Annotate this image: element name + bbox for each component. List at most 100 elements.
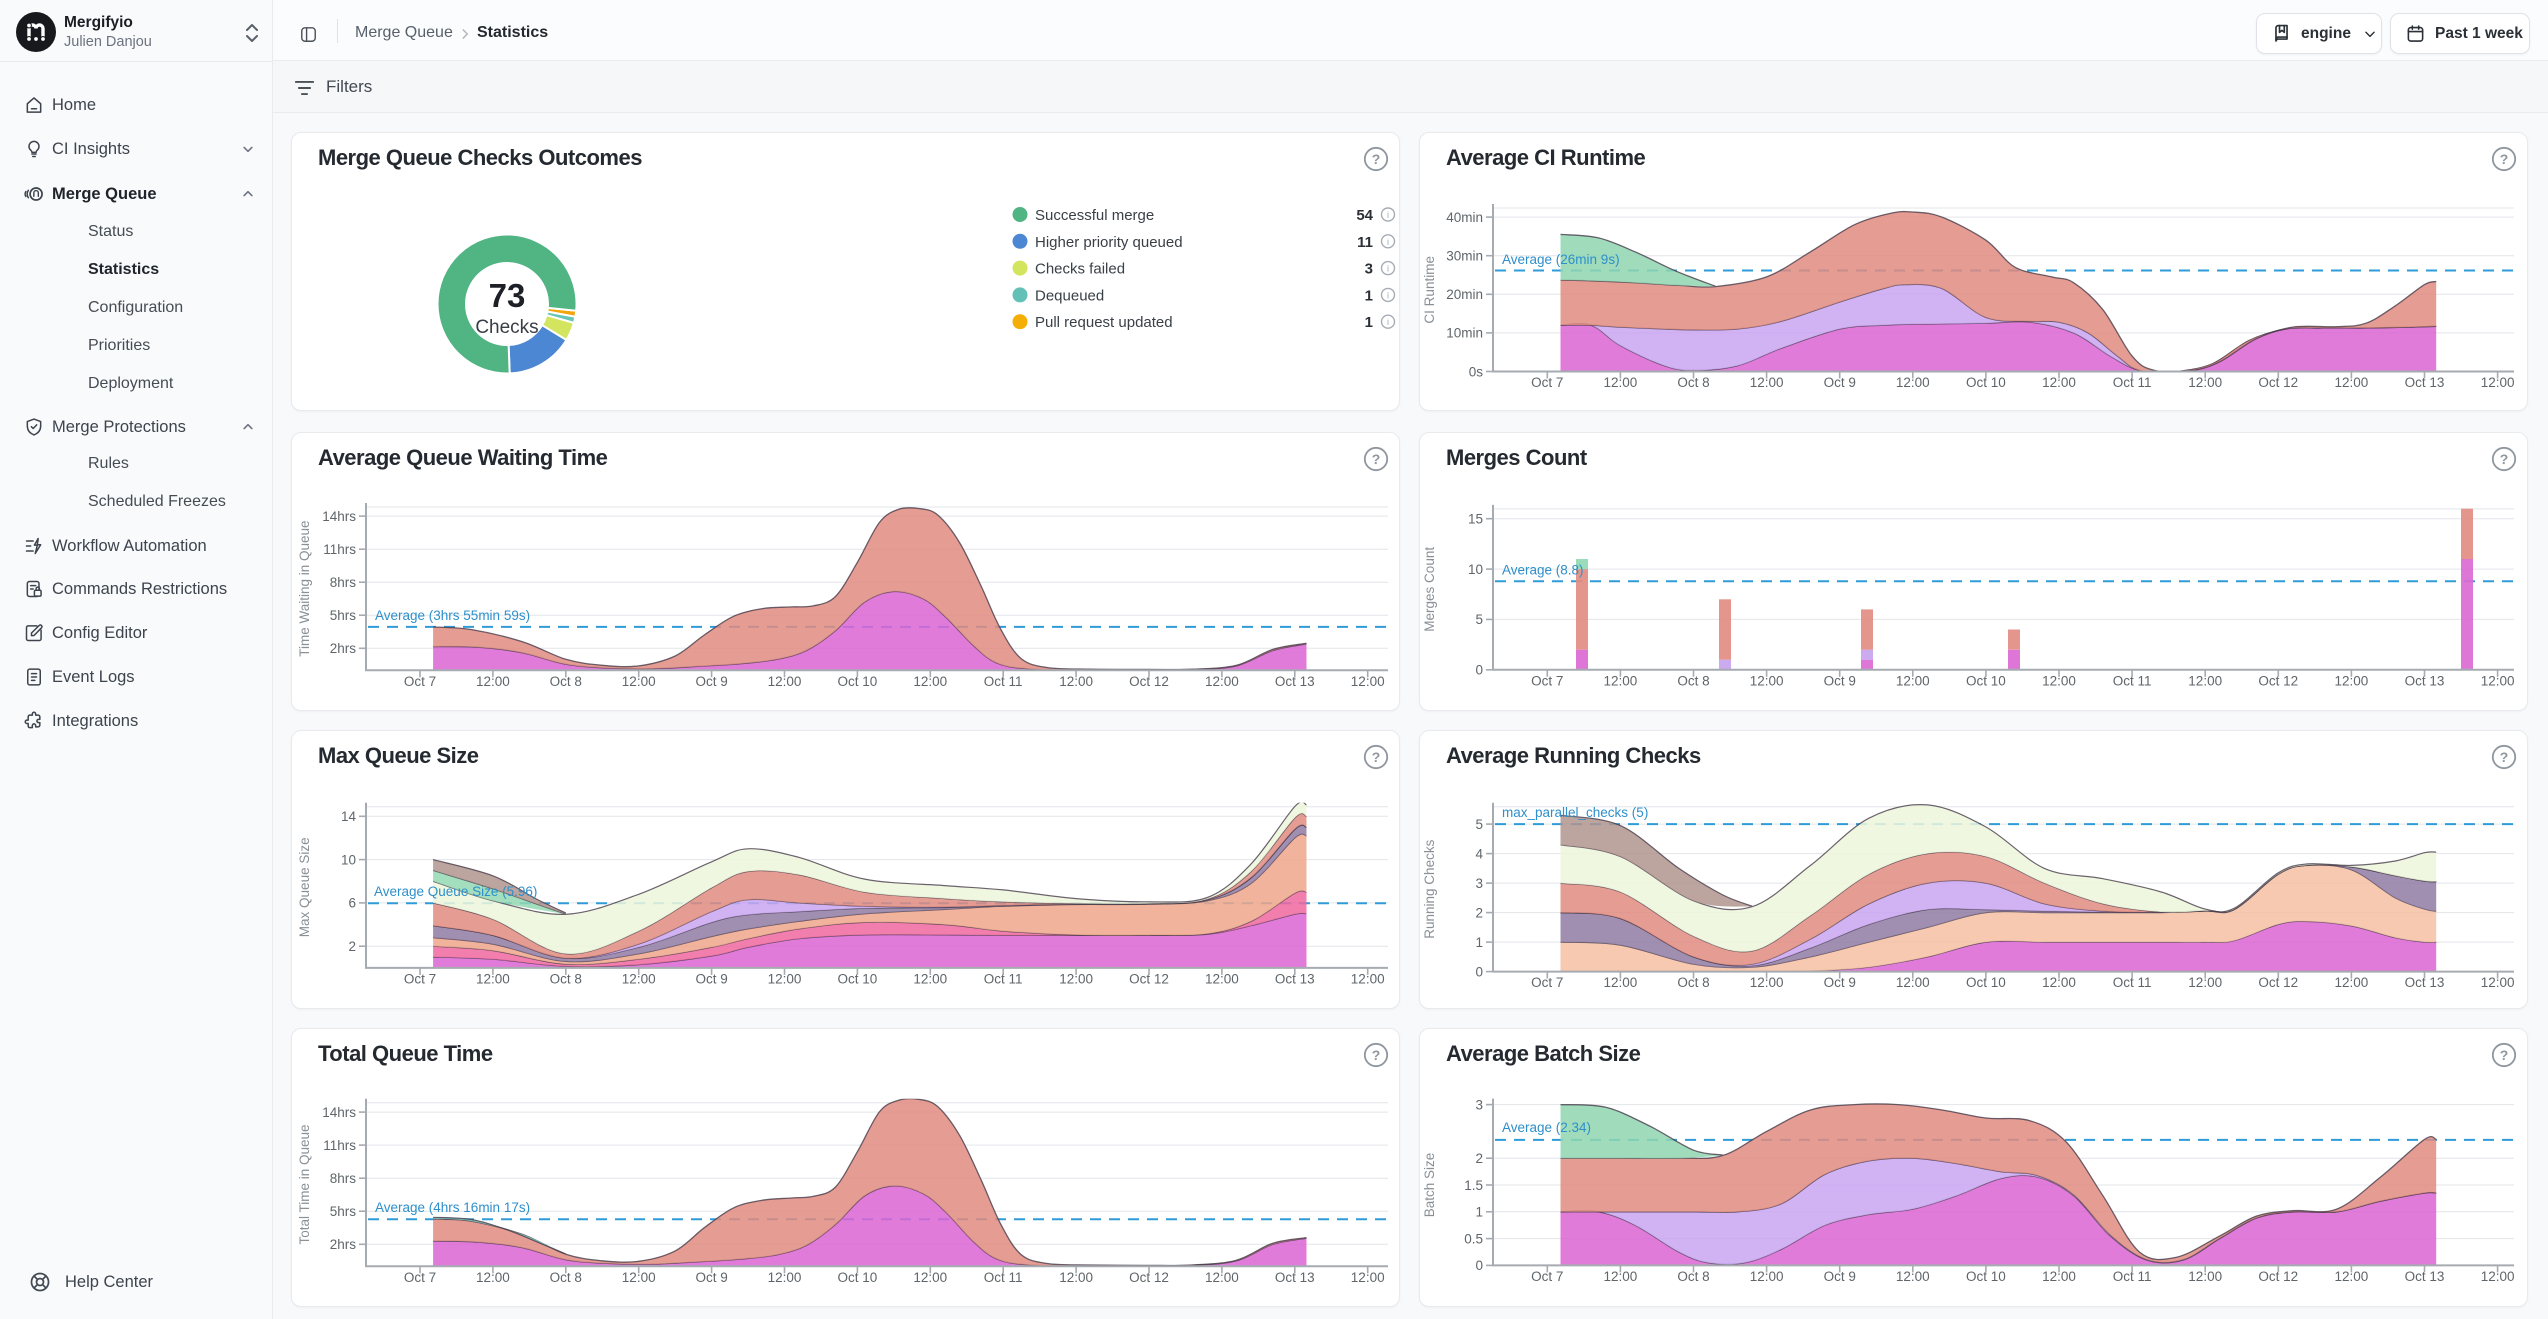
svg-text:Oct 7: Oct 7 [1531,975,1563,990]
svg-text:12:00: 12:00 [1205,972,1239,987]
svg-text:2: 2 [348,939,356,954]
svg-text:Oct 13: Oct 13 [2405,975,2445,990]
svg-text:i: i [1387,237,1389,247]
svg-text:15: 15 [1468,512,1483,527]
svg-text:0: 0 [1475,964,1483,979]
svg-text:12:00: 12:00 [913,1270,947,1285]
svg-text:12:00: 12:00 [768,674,802,689]
svg-text:Oct 9: Oct 9 [695,674,727,689]
svg-text:Dequeued: Dequeued [1035,287,1104,304]
svg-text:Max Queue Size: Max Queue Size [297,837,312,937]
svg-text:5hrs: 5hrs [330,1204,357,1219]
svg-text:0.5: 0.5 [1464,1231,1483,1246]
svg-text:Oct 8: Oct 8 [550,1270,582,1285]
svg-text:12:00: 12:00 [1750,375,1784,390]
svg-text:Average Queue Size (5.96): Average Queue Size (5.96) [374,884,537,899]
svg-text:11hrs: 11hrs [323,1138,356,1153]
svg-text:Oct 10: Oct 10 [838,1270,878,1285]
svg-text:Oct 10: Oct 10 [1966,674,2006,689]
svg-text:1: 1 [1475,935,1483,950]
svg-text:Oct 10: Oct 10 [838,972,878,987]
svg-text:10min: 10min [1446,326,1483,341]
svg-text:?: ? [2499,1047,2508,1063]
svg-text:Oct 7: Oct 7 [404,674,436,689]
svg-text:Oct 10: Oct 10 [1966,375,2006,390]
svg-text:Oct 12: Oct 12 [2258,674,2298,689]
svg-text:Oct 13: Oct 13 [1275,674,1315,689]
svg-text:Oct 9: Oct 9 [1824,975,1856,990]
svg-text:Average (3hrs 55min 59s): Average (3hrs 55min 59s) [375,608,530,623]
svg-text:12:00: 12:00 [768,1270,802,1285]
svg-text:2: 2 [1475,1151,1483,1166]
svg-text:11: 11 [1357,234,1373,251]
svg-text:12:00: 12:00 [1351,972,1385,987]
svg-text:Merges Count: Merges Count [1422,547,1437,632]
svg-text:Oct 8: Oct 8 [550,972,582,987]
svg-text:12:00: 12:00 [1604,975,1638,990]
svg-text:12:00: 12:00 [1205,1270,1239,1285]
svg-text:12:00: 12:00 [1351,674,1385,689]
svg-text:Oct 11: Oct 11 [984,1270,1023,1285]
svg-text:Oct 10: Oct 10 [1966,975,2006,990]
svg-text:Oct 9: Oct 9 [695,972,727,987]
svg-text:Oct 9: Oct 9 [1824,1269,1856,1284]
svg-text:30min: 30min [1446,249,1483,264]
svg-text:8hrs: 8hrs [330,1171,357,1186]
svg-text:54: 54 [1356,207,1373,224]
svg-text:Running Checks: Running Checks [1422,839,1437,938]
svg-text:5: 5 [1475,612,1483,627]
svg-text:12:00: 12:00 [2481,375,2515,390]
svg-text:12:00: 12:00 [2042,975,2076,990]
svg-text:Oct 7: Oct 7 [1531,1269,1563,1284]
svg-text:Oct 11: Oct 11 [2113,1269,2152,1284]
svg-text:3: 3 [1475,876,1483,891]
svg-text:?: ? [2499,749,2508,765]
svg-text:10: 10 [1468,562,1483,577]
svg-text:12:00: 12:00 [1750,674,1784,689]
svg-text:12:00: 12:00 [913,674,947,689]
svg-text:Oct 8: Oct 8 [1677,674,1709,689]
svg-text:Oct 7: Oct 7 [1531,375,1563,390]
svg-text:5hrs: 5hrs [330,608,357,623]
svg-text:12:00: 12:00 [2481,674,2515,689]
svg-text:Pull request updated: Pull request updated [1035,314,1173,331]
svg-text:10: 10 [341,852,356,867]
svg-text:2hrs: 2hrs [330,1237,357,1252]
svg-text:12:00: 12:00 [2335,674,2369,689]
svg-text:4: 4 [1475,846,1483,861]
svg-text:8hrs: 8hrs [330,575,357,590]
svg-text:12:00: 12:00 [2188,1269,2222,1284]
svg-text:Higher priority queued: Higher priority queued [1035,234,1183,251]
svg-text:12:00: 12:00 [1059,1270,1093,1285]
svg-text:Oct 11: Oct 11 [2113,975,2152,990]
svg-text:Oct 9: Oct 9 [1824,674,1856,689]
svg-text:12:00: 12:00 [2481,975,2515,990]
svg-text:Oct 11: Oct 11 [984,972,1023,987]
svg-text:Oct 12: Oct 12 [1129,1270,1169,1285]
svg-text:Oct 13: Oct 13 [2405,375,2445,390]
svg-text:Oct 13: Oct 13 [1275,1270,1315,1285]
svg-text:i: i [1387,290,1389,300]
svg-text:0: 0 [1475,1258,1483,1273]
svg-text:12:00: 12:00 [1896,674,1930,689]
svg-text:12:00: 12:00 [2188,674,2222,689]
svg-text:Average (2.34): Average (2.34) [1502,1120,1591,1135]
svg-text:Oct 11: Oct 11 [984,674,1023,689]
svg-text:Checks failed: Checks failed [1035,261,1125,278]
svg-text:12:00: 12:00 [2335,975,2369,990]
svg-text:12:00: 12:00 [1604,1269,1638,1284]
svg-text:12:00: 12:00 [2042,1269,2076,1284]
svg-text:14: 14 [341,809,357,824]
svg-text:12:00: 12:00 [2042,375,2076,390]
svg-text:14hrs: 14hrs [322,509,356,524]
svg-text:12:00: 12:00 [1896,975,1930,990]
svg-text:12:00: 12:00 [1059,674,1093,689]
svg-text:1.5: 1.5 [1464,1178,1483,1193]
svg-text:2hrs: 2hrs [330,641,357,656]
svg-text:5: 5 [1475,817,1483,832]
svg-text:2: 2 [1475,905,1483,920]
svg-text:i: i [1387,264,1389,274]
svg-text:Time Waiting in Queue: Time Waiting in Queue [297,520,312,656]
svg-text:i: i [1387,210,1389,220]
svg-text:12:00: 12:00 [2188,975,2222,990]
